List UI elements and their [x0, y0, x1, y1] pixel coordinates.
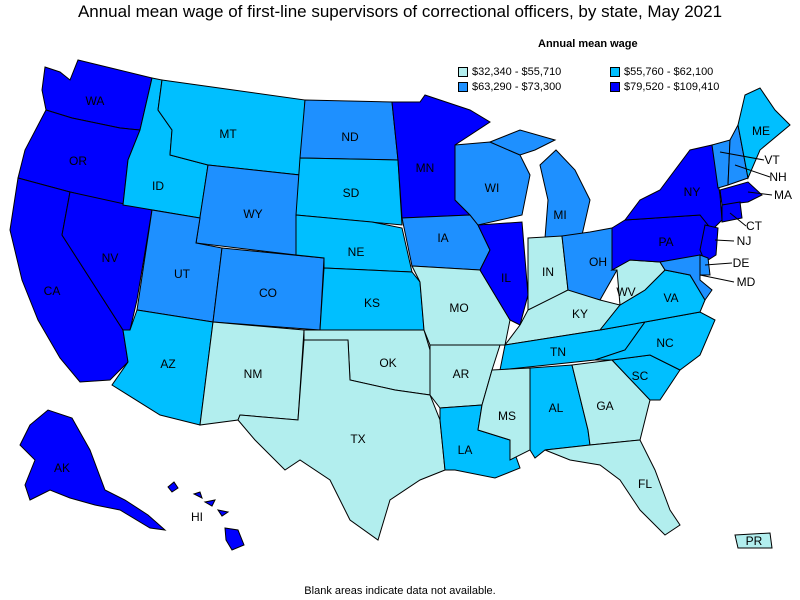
- state-nj[interactable]: [699, 224, 719, 263]
- label-wv: WV: [616, 285, 635, 299]
- label-mi: MI: [553, 208, 566, 222]
- label-ny: NY: [684, 185, 701, 199]
- label-me: ME: [752, 124, 770, 138]
- label-ks: KS: [364, 296, 380, 310]
- legend-item-3: $63,290 - $73,300: [458, 81, 561, 93]
- label-pr: PR: [746, 534, 763, 548]
- label-va: VA: [663, 291, 678, 305]
- label-la: LA: [458, 443, 473, 457]
- label-wy: WY: [243, 207, 262, 221]
- label-or: OR: [69, 154, 87, 168]
- legend-label-1: $32,340 - $55,710: [472, 66, 562, 78]
- legend-item-1: $32,340 - $55,710: [458, 66, 561, 78]
- footnote: Blank areas indicate data not available.: [304, 585, 496, 597]
- state-ct[interactable]: [721, 201, 743, 223]
- label-ma: MA: [774, 188, 792, 202]
- leader-lines: [699, 151, 773, 283]
- state-ma[interactable]: [719, 181, 763, 206]
- label-ga: GA: [596, 399, 613, 413]
- label-nc: NC: [656, 336, 674, 350]
- state-il[interactable]: [477, 221, 529, 326]
- label-nj: NJ: [737, 234, 752, 248]
- label-mt: MT: [219, 127, 237, 141]
- state-sd[interactable]: [295, 157, 403, 226]
- label-md: MD: [737, 275, 756, 289]
- label-tn: TN: [550, 345, 566, 359]
- label-ok: OK: [379, 356, 396, 370]
- legend-item-2: $55,760 - $62,100: [610, 66, 713, 78]
- legend-label-3: $63,290 - $73,300: [472, 81, 562, 93]
- label-il: IL: [501, 271, 511, 285]
- label-de: DE: [733, 256, 750, 270]
- label-ca: CA: [44, 284, 61, 298]
- label-ne: NE: [348, 245, 365, 259]
- label-co: CO: [259, 286, 277, 300]
- label-tx: TX: [350, 432, 365, 446]
- label-wa: WA: [86, 94, 105, 108]
- state-mi[interactable]: [488, 129, 591, 239]
- legend-title: Annual mean wage: [538, 38, 638, 50]
- label-ms: MS: [498, 409, 516, 423]
- label-oh: OH: [589, 255, 607, 269]
- legend-swatch-3: [458, 82, 468, 92]
- state-ak[interactable]: [19, 409, 167, 531]
- label-hi: HI: [191, 510, 203, 524]
- state-hi[interactable]: [167, 481, 245, 551]
- label-wi: WI: [485, 181, 500, 195]
- label-nh: NH: [769, 170, 786, 184]
- legend-label-4: $79,520 - $109,410: [624, 81, 720, 93]
- label-mn: MN: [416, 161, 435, 175]
- state-pr[interactable]: [734, 532, 773, 549]
- state-ny[interactable]: [623, 144, 723, 231]
- label-az: AZ: [160, 357, 175, 371]
- state-md[interactable]: [659, 254, 713, 301]
- state-tx[interactable]: [237, 339, 446, 541]
- label-nv: NV: [102, 251, 119, 265]
- label-nd: ND: [341, 130, 359, 144]
- label-sd: SD: [343, 186, 360, 200]
- state-me[interactable]: [737, 87, 791, 180]
- legend-label-2: $55,760 - $62,100: [624, 66, 714, 78]
- legend-swatch-4: [610, 82, 620, 92]
- state-fl[interactable]: [544, 439, 681, 536]
- label-ak: AK: [54, 461, 70, 475]
- label-ut: UT: [174, 267, 191, 281]
- label-ct: CT: [746, 219, 763, 233]
- map-title: Annual mean wage of first-line superviso…: [77, 2, 723, 21]
- label-ky: KY: [572, 307, 588, 321]
- legend-swatch-1: [458, 67, 468, 77]
- label-ar: AR: [453, 367, 470, 381]
- legend-swatch-2: [610, 67, 620, 77]
- label-sc: SC: [632, 369, 649, 383]
- label-in: IN: [542, 265, 554, 279]
- label-ia: IA: [437, 231, 448, 245]
- label-fl: FL: [638, 477, 652, 491]
- label-vt: VT: [764, 153, 780, 167]
- label-mo: MO: [449, 301, 468, 315]
- label-nm: NM: [244, 367, 263, 381]
- label-id: ID: [152, 179, 164, 193]
- label-pa: PA: [658, 235, 673, 249]
- label-al: AL: [549, 401, 564, 415]
- legend-item-4: $79,520 - $109,410: [610, 81, 719, 93]
